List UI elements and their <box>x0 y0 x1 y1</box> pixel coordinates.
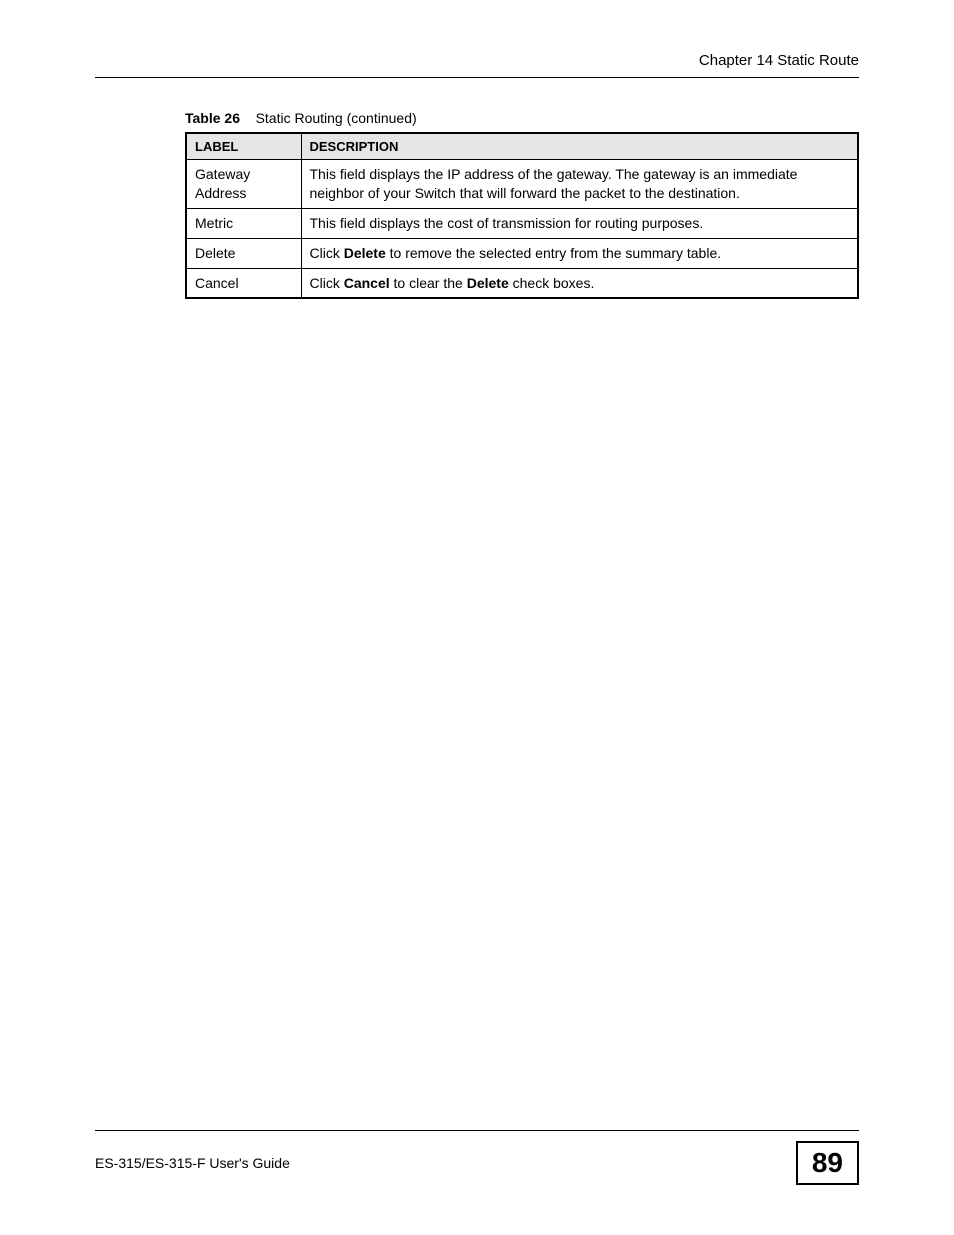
cell-description: This field displays the cost of transmis… <box>301 208 858 238</box>
table-title <box>244 110 256 126</box>
page-header: Chapter 14 Static Route <box>95 52 859 78</box>
table-number: Table 26 <box>185 110 240 126</box>
description-text: Delete <box>344 245 386 261</box>
cell-description: Click Delete to remove the selected entr… <box>301 238 858 268</box>
cell-label: Gateway Address <box>186 160 301 209</box>
table-header-row: LABEL DESCRIPTION <box>186 133 858 160</box>
table-row: DeleteClick Delete to remove the selecte… <box>186 238 858 268</box>
document-page: Chapter 14 Static Route Table 26 Static … <box>0 0 954 1235</box>
cell-label: Metric <box>186 208 301 238</box>
content-area: Table 26 Static Routing (continued) LABE… <box>95 110 859 299</box>
cell-label: Delete <box>186 238 301 268</box>
table-body: Gateway Address This field displays the I… <box>186 160 858 299</box>
description-text: This field displays the cost of transmis… <box>310 215 704 231</box>
table-row: Gateway Address This field displays the I… <box>186 160 858 209</box>
page-footer: ES-315/ES-315-F User's Guide 89 <box>95 1130 859 1185</box>
cell-description: Click Cancel to clear the Delete check b… <box>301 268 858 298</box>
column-header-label: LABEL <box>186 133 301 160</box>
table-row: CancelClick Cancel to clear the Delete c… <box>186 268 858 298</box>
description-text: check boxes. <box>509 275 595 291</box>
cell-label: Cancel <box>186 268 301 298</box>
page-number: 89 <box>796 1141 859 1185</box>
chapter-title: Chapter 14 Static Route <box>699 52 859 69</box>
description-text: Click <box>310 245 344 261</box>
cell-description: This field displays the IP address of th… <box>301 160 858 209</box>
description-text: Cancel <box>344 275 390 291</box>
description-text: to remove the selected entry from the su… <box>386 245 721 261</box>
description-text: Click <box>310 275 344 291</box>
guide-title: ES-315/ES-315-F User's Guide <box>95 1155 290 1171</box>
table-row: Metric This field displays the cost of tr… <box>186 208 858 238</box>
static-routing-table: LABEL DESCRIPTION Gateway Address This fi… <box>185 132 859 299</box>
description-text: Delete <box>467 275 509 291</box>
description-text: to clear the <box>390 275 467 291</box>
table-title-text: Static Routing (continued) <box>256 110 417 126</box>
description-text: This field displays the IP address of th… <box>310 166 798 201</box>
column-header-description: DESCRIPTION <box>301 133 858 160</box>
table-caption: Table 26 Static Routing (continued) <box>185 110 859 126</box>
